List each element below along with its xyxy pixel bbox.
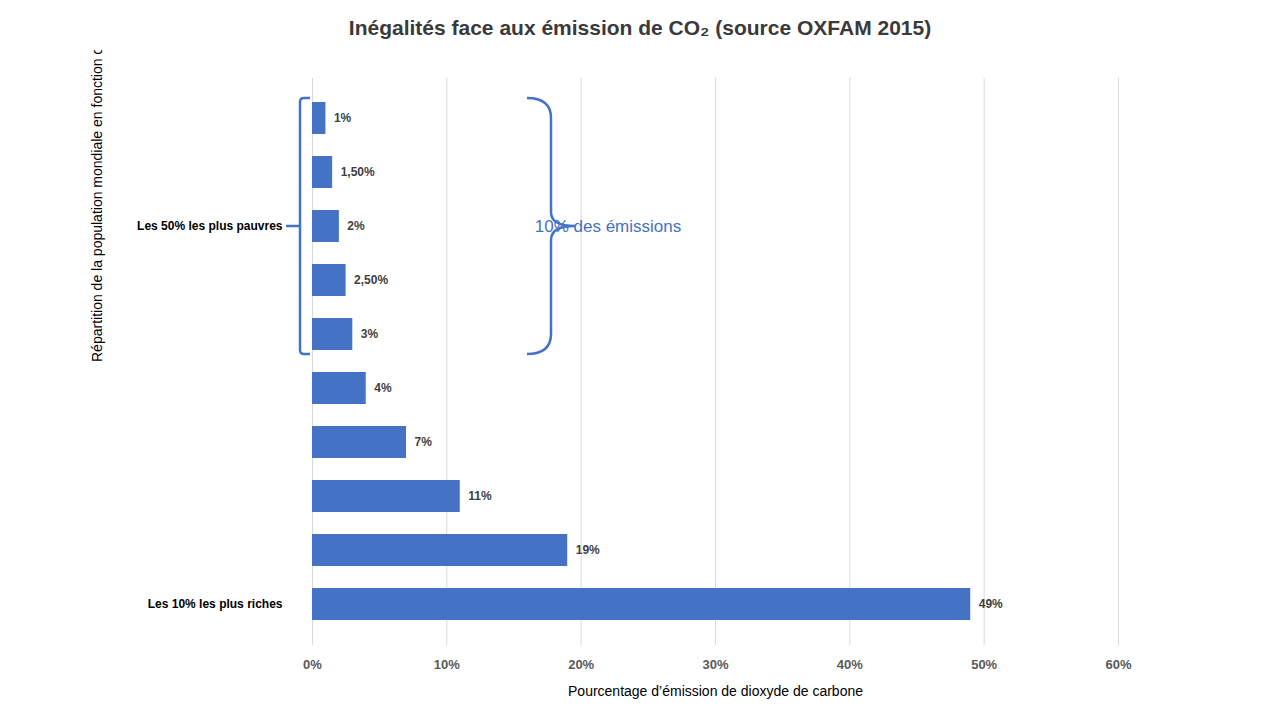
svg-text:30%: 30% (702, 657, 728, 672)
svg-text:2%: 2% (347, 219, 365, 233)
svg-text:20%: 20% (568, 657, 594, 672)
svg-text:Répartition de la population m: Répartition de la population mondiale en… (89, 50, 105, 362)
svg-text:Les 50% les plus pauvres: Les 50% les plus pauvres (137, 219, 283, 233)
svg-text:50%: 50% (971, 657, 997, 672)
svg-text:1%: 1% (334, 111, 352, 125)
svg-text:Les 10% les plus riches: Les 10% les plus riches (148, 597, 283, 611)
html-text:Inégalités face aux émission d: Inégalités face aux émission de CO₂ (sou… (348, 16, 932, 39)
svg-text:40%: 40% (837, 657, 863, 672)
svg-text:1,50%: 1,50% (341, 165, 375, 179)
svg-text:3%: 3% (361, 327, 379, 341)
svg-text:10%: 10% (434, 657, 460, 672)
svg-text:60%: 60% (1105, 657, 1131, 672)
svg-text:0%: 0% (303, 657, 322, 672)
svg-text:2,50%: 2,50% (354, 273, 388, 287)
svg-text:49%: 49% (979, 597, 1003, 611)
svg-text:19%: 19% (576, 543, 600, 557)
svg-text:10% des émissions: 10% des émissions (535, 217, 681, 236)
svg-text:Pourcentage d’émission de diox: Pourcentage d’émission de dioxyde de car… (568, 683, 863, 699)
svg-text:4%: 4% (374, 381, 392, 395)
svg-text:11%: 11% (468, 489, 492, 503)
svg-text:7%: 7% (415, 435, 433, 449)
